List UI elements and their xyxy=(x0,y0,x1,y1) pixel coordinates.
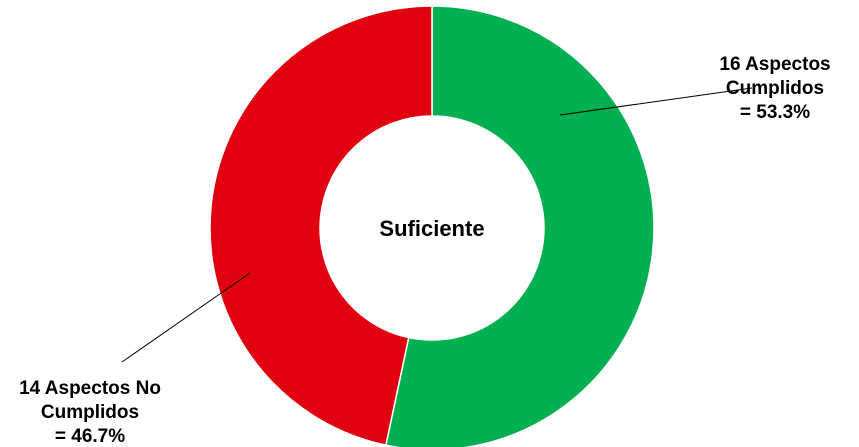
leader-line-cumplidos xyxy=(559,87,753,116)
slice-no-cumplidos xyxy=(209,5,433,447)
slice-label-cumplidos: 16 Aspectos Cumplidos = 53.3% xyxy=(719,54,830,123)
slice-label-no-cumplidos: 14 Aspectos No Cumplidos = 46.7% xyxy=(19,378,161,447)
slice-label-no-cumplidos-line-3: = 46.7% xyxy=(55,426,125,447)
slice-label-no-cumplidos-line-2: Cumplidos xyxy=(41,402,139,423)
slices-group xyxy=(209,5,655,447)
leader-line-no-cumplidos xyxy=(121,272,251,363)
slice-label-cumplidos-line-3: = 53.3% xyxy=(740,102,810,123)
center-label: Suficiente xyxy=(379,216,484,241)
slice-label-no-cumplidos-line-1: 14 Aspectos No xyxy=(19,378,161,399)
slice-label-cumplidos-line-2: Cumplidos xyxy=(726,78,824,99)
slice-cumplidos xyxy=(384,5,655,447)
slice-label-cumplidos-line-1: 16 Aspectos xyxy=(719,54,830,75)
